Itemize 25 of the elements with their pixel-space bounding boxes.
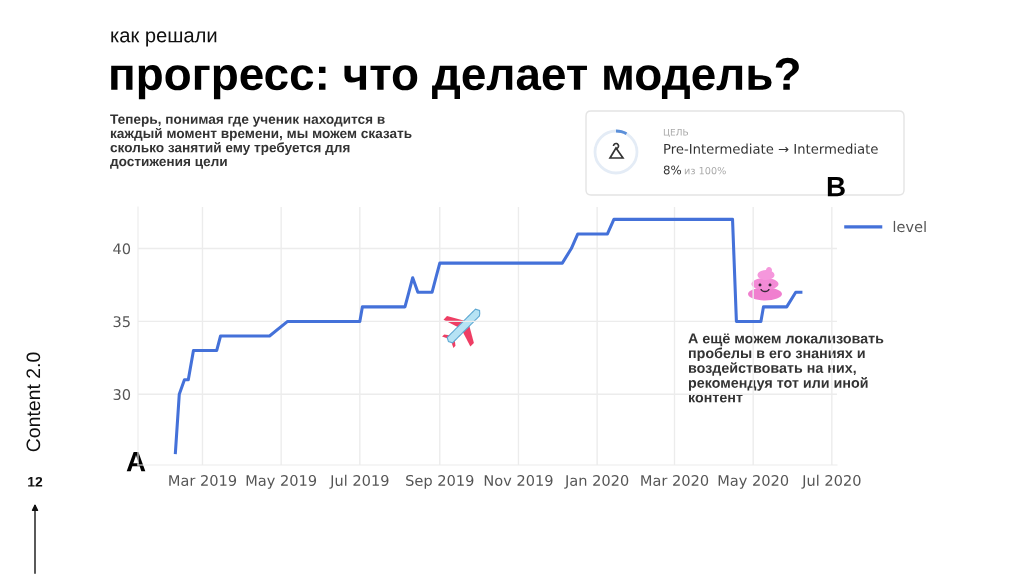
annotation: A <box>126 452 146 472</box>
y-tick-label: 30 <box>113 389 131 401</box>
x-tick-label: Mar 2019 <box>169 474 237 487</box>
x-tick-label: Jul 2019 <box>329 474 389 489</box>
chart-title: прогресс: что делает модель? <box>111 57 799 100</box>
text: 12 <box>28 476 43 487</box>
text: B <box>827 177 845 197</box>
text: Pre-Intermediate → Intermediate <box>664 143 878 154</box>
x-tick-label: May 2019 <box>246 474 317 489</box>
x-tick-label: Nov 2019 <box>484 474 553 487</box>
text: ЦЕЛЬ <box>663 128 689 137</box>
x-tick-label: Jan 2020 <box>564 474 629 489</box>
x-tick-label: Sep 2019 <box>406 474 474 489</box>
chart-subtitle: как решали <box>111 31 217 47</box>
text: 8% <box>663 165 682 175</box>
y-tick-label: 40 <box>113 243 131 255</box>
text: Content 2.0 <box>26 352 41 452</box>
y-tick-label: 35 <box>113 316 130 328</box>
annotation: А ещё можем локализовать пробелы в его знаниях и воздействовать на них, рекомендуя тот или иной контент <box>688 333 884 403</box>
text: из 100% <box>684 166 726 175</box>
text: Теперь, понимая где ученик находится в каждый момент времени, мы можем сказать сколько занятий ему требуется для достижения цели <box>110 114 412 169</box>
x-tick-label: Jul 2020 <box>801 474 861 489</box>
x-tick-label: Mar 2020 <box>641 474 709 487</box>
x-tick-label: May 2020 <box>718 474 789 489</box>
legend-label: level <box>893 220 926 233</box>
